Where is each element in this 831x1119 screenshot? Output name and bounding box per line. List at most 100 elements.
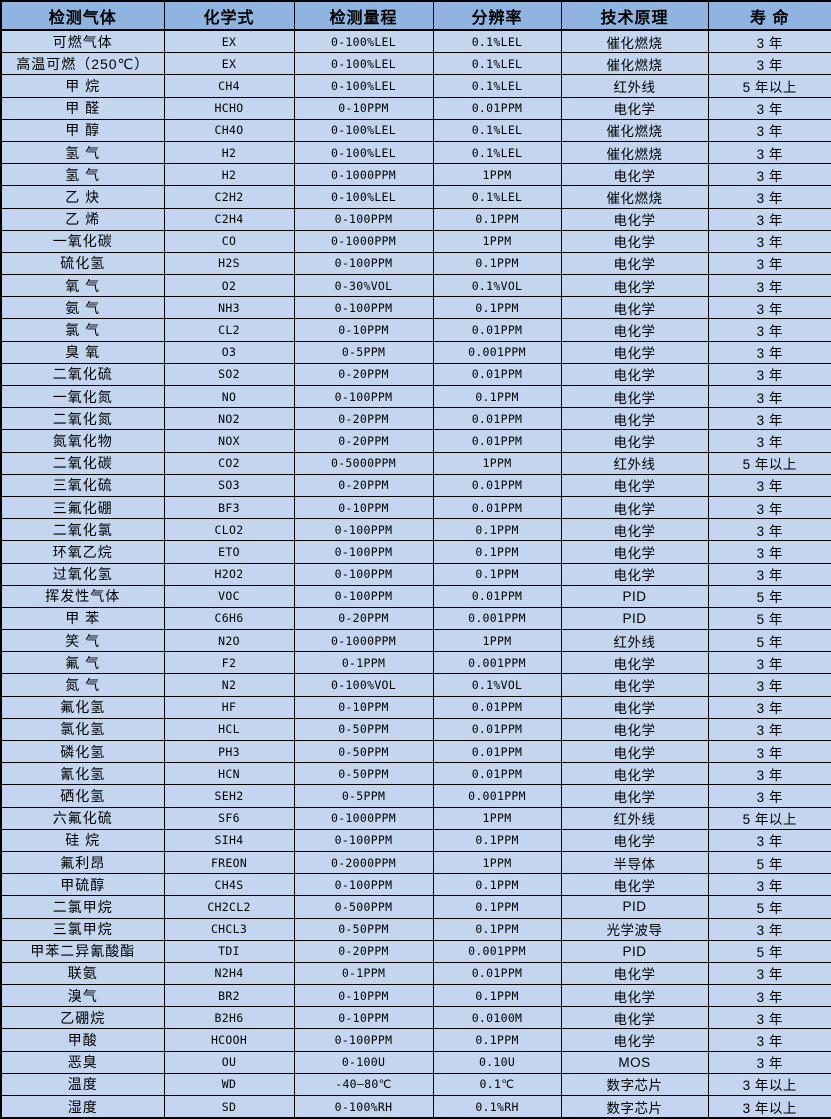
table-row: 湿度 SD 0-100%RH 0.1%RH 数字芯片 3 年以上: [0, 1095, 831, 1119]
cell-res: 0.1PPM: [432, 384, 562, 409]
cell-life: 3 年: [707, 1050, 831, 1074]
table-row: 一氧化氮 NO 0-100PPM 0.1PPM 电化学 3 年: [0, 384, 831, 409]
cell-range: 0-100U: [293, 1050, 434, 1074]
cell-gas: 硅 烷: [0, 828, 165, 852]
header-row: 检测气体 化学式 检测量程 分辨率 技术原理 寿 命: [0, 0, 831, 31]
cell-form: NOX: [163, 429, 295, 453]
cell-form: B2H6: [163, 1006, 295, 1030]
cell-res: 0.1PPM: [432, 207, 562, 231]
cell-range: 0-20PPM: [293, 429, 434, 453]
cell-form: CLO2: [163, 518, 295, 542]
table-row: 二氧化硫 SO2 0-20PPM 0.01PPM 电化学 3 年: [0, 362, 831, 387]
table-row: 笑 气 N2O 0-1000PPM 1PPM 红外线 5 年: [0, 629, 831, 653]
cell-range: 0-20PPM: [293, 473, 434, 497]
cell-tech: 催化燃烧: [560, 185, 709, 209]
cell-range: 0-100%RH: [293, 1095, 434, 1119]
cell-gas: 联氨: [0, 961, 165, 986]
cell-gas: 氮氧化物: [0, 429, 165, 453]
cell-range: 0-5000PPM: [293, 451, 434, 475]
cell-tech: 电化学: [560, 407, 709, 431]
cell-gas: 高温可燃（250℃）: [0, 52, 165, 76]
cell-life: 5 年: [707, 895, 831, 919]
cell-form: HCL: [163, 717, 295, 742]
cell-tech: 电化学: [560, 739, 709, 764]
cell-res: 0.001PPM: [432, 939, 562, 963]
cell-gas: 磷化氢: [0, 739, 165, 764]
cell-tech: 电化学: [560, 296, 709, 320]
cell-form: CL2: [163, 318, 295, 342]
cell-res: 1PPM: [432, 163, 562, 187]
cell-res: 0.01PPM: [432, 584, 562, 608]
cell-gas: 一氧化碳: [0, 229, 165, 253]
table-row: 氟 气 F2 0-1PPM 0.001PPM 电化学 3 年: [0, 651, 831, 675]
cell-tech: 催化燃烧: [560, 29, 709, 54]
cell-gas: 氟利昂: [0, 850, 165, 875]
cell-tech: 电化学: [560, 651, 709, 675]
cell-range: 0-1000PPM: [293, 806, 434, 830]
cell-tech: 红外线: [560, 451, 709, 475]
cell-range: 0-10PPM: [293, 96, 434, 120]
cell-gas: 甲硫醇: [0, 873, 165, 897]
cell-form: PH3: [163, 739, 295, 764]
cell-life: 3 年: [707, 118, 831, 142]
cell-form: SO2: [163, 362, 295, 387]
cell-tech: 电化学: [560, 562, 709, 586]
cell-life: 3 年: [707, 362, 831, 387]
cell-range: 0-2000PPM: [293, 850, 434, 875]
cell-life: 3 年: [707, 318, 831, 342]
cell-tech: PID: [560, 895, 709, 919]
cell-life: 3 年: [707, 384, 831, 409]
cell-tech: 电化学: [560, 207, 709, 231]
cell-life: 3 年: [707, 673, 831, 697]
table-header: 检测气体 化学式 检测量程 分辨率 技术原理 寿 命: [0, 0, 831, 31]
cell-form: TDI: [163, 939, 295, 963]
column-header-resolution: 分辨率: [432, 0, 562, 31]
table-row: 三氯甲烷 CHCL3 0-50PPM 0.1PPM 光学波导 3 年: [0, 917, 831, 941]
cell-res: 0.1PPM: [432, 873, 562, 897]
table-row: 高温可燃（250℃） EX 0-100%LEL 0.1%LEL 催化燃烧 3 年: [0, 52, 831, 76]
cell-tech: 数字芯片: [560, 1072, 709, 1097]
cell-gas: 环氧乙烷: [0, 540, 165, 564]
cell-form: SEH2: [163, 784, 295, 808]
cell-form: SD: [163, 1095, 295, 1119]
cell-tech: 电化学: [560, 251, 709, 276]
table-row: 二氧化氯 CLO2 0-100PPM 0.1PPM 电化学 3 年: [0, 518, 831, 542]
table-row: 一氧化碳 CO 0-1000PPM 1PPM 电化学 3 年: [0, 229, 831, 253]
table-row: 甲 醛 HCHO 0-10PPM 0.01PPM 电化学 3 年: [0, 96, 831, 120]
cell-tech: PID: [560, 606, 709, 631]
table-row: 甲 苯 C6H6 0-20PPM 0.001PPM PID 5 年: [0, 606, 831, 631]
cell-res: 0.01PPM: [432, 429, 562, 453]
table-row: 氮氧化物 NOX 0-20PPM 0.01PPM 电化学 3 年: [0, 429, 831, 453]
cell-res: 0.1%LEL: [432, 185, 562, 209]
cell-tech: PID: [560, 584, 709, 608]
cell-res: 0.01PPM: [432, 96, 562, 120]
cell-range: 0-10PPM: [293, 695, 434, 719]
cell-form: WD: [163, 1072, 295, 1097]
cell-life: 3 年: [707, 163, 831, 187]
cell-gas: 六氟化硫: [0, 806, 165, 830]
cell-life: 3 年: [707, 429, 831, 453]
cell-gas: 甲苯二异氰酸酯: [0, 939, 165, 963]
cell-range: 0-5PPM: [293, 784, 434, 808]
cell-res: 0.01PPM: [432, 495, 562, 520]
cell-res: 0.1%RH: [432, 1095, 562, 1119]
cell-res: 1PPM: [432, 806, 562, 830]
cell-form: NO: [163, 384, 295, 409]
cell-form: C2H2: [163, 185, 295, 209]
table-row: 二氯甲烷 CH2CL2 0-500PPM 0.1PPM PID 5 年: [0, 895, 831, 919]
cell-range: 0-100PPM: [293, 384, 434, 409]
cell-range: 0-100PPM: [293, 540, 434, 564]
cell-life: 3 年: [707, 29, 831, 54]
cell-range: -40—80℃: [293, 1072, 434, 1097]
cell-life: 3 年: [707, 495, 831, 520]
cell-res: 0.1%LEL: [432, 74, 562, 98]
cell-form: C6H6: [163, 606, 295, 631]
cell-gas: 氰化氢: [0, 762, 165, 786]
cell-res: 0.0100M: [432, 1006, 562, 1030]
cell-tech: 电化学: [560, 784, 709, 808]
cell-tech: 电化学: [560, 695, 709, 719]
cell-tech: 电化学: [560, 495, 709, 520]
table-row: 甲 烷 CH4 0-100%LEL 0.1%LEL 红外线 5 年以上: [0, 74, 831, 98]
cell-tech: 电化学: [560, 229, 709, 253]
